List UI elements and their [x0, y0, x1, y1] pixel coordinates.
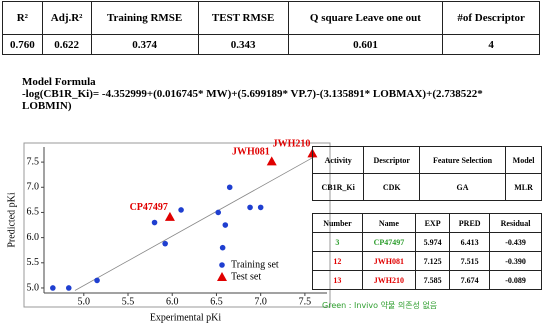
cell: 7.515: [449, 251, 491, 271]
legend-marker: [219, 262, 225, 268]
stats-table: R² Adj.R² Training RMSE TEST RMSE Q square L…: [2, 1, 540, 55]
header-cell: Descriptor: [363, 146, 420, 174]
header-cell: Training RMSE: [90, 1, 199, 35]
cell: MLR: [505, 173, 542, 201]
header-cell: Feature Selection: [418, 146, 507, 174]
cell: CDK: [363, 173, 420, 201]
header-cell: TEST RMSE: [197, 1, 289, 35]
row: 13 JWH210 7.585 7.674 -0.089: [312, 270, 542, 290]
x-tick-label: 5.5: [122, 296, 135, 307]
row: 3 CP47497 5.974 6.413 -0.439: [312, 232, 542, 252]
cell: 7.125: [414, 251, 451, 271]
formula: Model Formula -log(CB1R_Ki)= -4.352999+(…: [22, 76, 512, 112]
cell: 12: [312, 251, 363, 271]
y-axis-label: Predicted pKi: [6, 192, 17, 247]
header-cell: Model: [505, 146, 542, 174]
cell: 7.585: [414, 270, 451, 290]
x-tick-label: 6.5: [210, 296, 223, 307]
cell: 0.343: [197, 34, 289, 55]
cell: -0.390: [489, 251, 542, 271]
point: [151, 219, 158, 226]
point: [50, 285, 56, 291]
header-cell: EXP: [414, 213, 451, 233]
cell: 6.413: [449, 232, 491, 252]
point: [94, 277, 100, 284]
header-cell: #of Descriptor: [442, 1, 540, 35]
legend-marker: [217, 272, 227, 281]
y-tick-label: 5.0: [27, 282, 40, 293]
info-table: Activity Descriptor Feature Selection Model…: [311, 146, 542, 201]
cell: 0.760: [2, 34, 43, 55]
cell: GA: [418, 173, 507, 201]
x-axis-label: Experimental pKi: [150, 312, 222, 323]
point: [219, 244, 226, 251]
cell: 13: [312, 270, 363, 290]
cell: JWH081: [361, 251, 416, 271]
y-tick-label: 7.0: [27, 182, 40, 193]
cell: 3: [312, 232, 363, 252]
y-tick-label: 6.0: [27, 232, 40, 243]
y-tick-label: 7.5: [27, 156, 40, 167]
header-cell: Adj.R²: [41, 1, 92, 35]
header-row: Activity Descriptor Feature Selection Model: [311, 146, 542, 174]
point: [164, 211, 175, 221]
point: [178, 207, 184, 213]
header-cell: Activity: [311, 146, 365, 174]
formula-title: Model Formula: [22, 76, 96, 88]
header-cell: Number: [312, 213, 363, 233]
y-tick-label: 6.5: [27, 207, 40, 218]
header-cell: R²: [2, 1, 43, 35]
results-table: Number Name EXP PRED Residual 3 CP47497 5.974 6.…: [312, 213, 542, 290]
formula-text: -log(CB1R_Ki)= -4.352999+(0.016745* MW)+…: [22, 88, 483, 112]
cell: 4: [442, 34, 540, 55]
cell: 7.674: [449, 270, 491, 290]
y-tick-label: 5.5: [27, 257, 40, 268]
header-row: R² Adj.R² Training RMSE TEST RMSE Q square L…: [2, 1, 540, 35]
point: [257, 204, 264, 211]
header-cell: PRED: [449, 213, 491, 233]
point: [226, 184, 233, 191]
header-cell: Q square Leave one out: [287, 1, 444, 35]
point-label: CP47497: [130, 202, 168, 213]
header-cell: Name: [361, 213, 416, 233]
cell: 0.374: [90, 34, 199, 55]
header-cell: Residual: [489, 213, 542, 233]
point: [222, 222, 229, 228]
x-tick-label: 5.0: [78, 296, 91, 307]
x-tick-label: 7.0: [254, 296, 267, 307]
cell: -0.089: [489, 270, 542, 290]
cell: 0.622: [41, 34, 92, 55]
row: CB1R_Ki CDK GA MLR: [311, 173, 542, 201]
x-tick-label: 6.0: [166, 296, 179, 307]
header-row: Number Name EXP PRED Residual: [312, 213, 542, 233]
point: [247, 204, 253, 211]
cell: -0.439: [489, 232, 542, 252]
fit-line: [74, 156, 314, 291]
cell: CB1R_Ki: [311, 173, 365, 201]
legend-label: Test set: [231, 271, 261, 282]
point: [65, 285, 72, 291]
row: 12 JWH081 7.125 7.515 -0.390: [312, 251, 542, 271]
chart-frame: [23, 142, 331, 308]
cell: JWH210: [361, 270, 416, 290]
x-tick-label: 7.5: [299, 296, 312, 307]
cell: 0.601: [287, 34, 444, 55]
point: [266, 156, 277, 166]
cell: CP47497: [361, 232, 416, 252]
legend-label: Training set: [231, 259, 279, 270]
point: [215, 209, 222, 216]
point-label: JWH210: [273, 139, 311, 150]
point: [162, 240, 168, 247]
note: Green : Invivo 약물 의존성 없음: [322, 301, 438, 310]
cell: 5.974: [414, 232, 451, 252]
point-label: JWH081: [232, 147, 270, 158]
row: 0.760 0.622 0.374 0.343 0.601 4: [2, 34, 540, 55]
